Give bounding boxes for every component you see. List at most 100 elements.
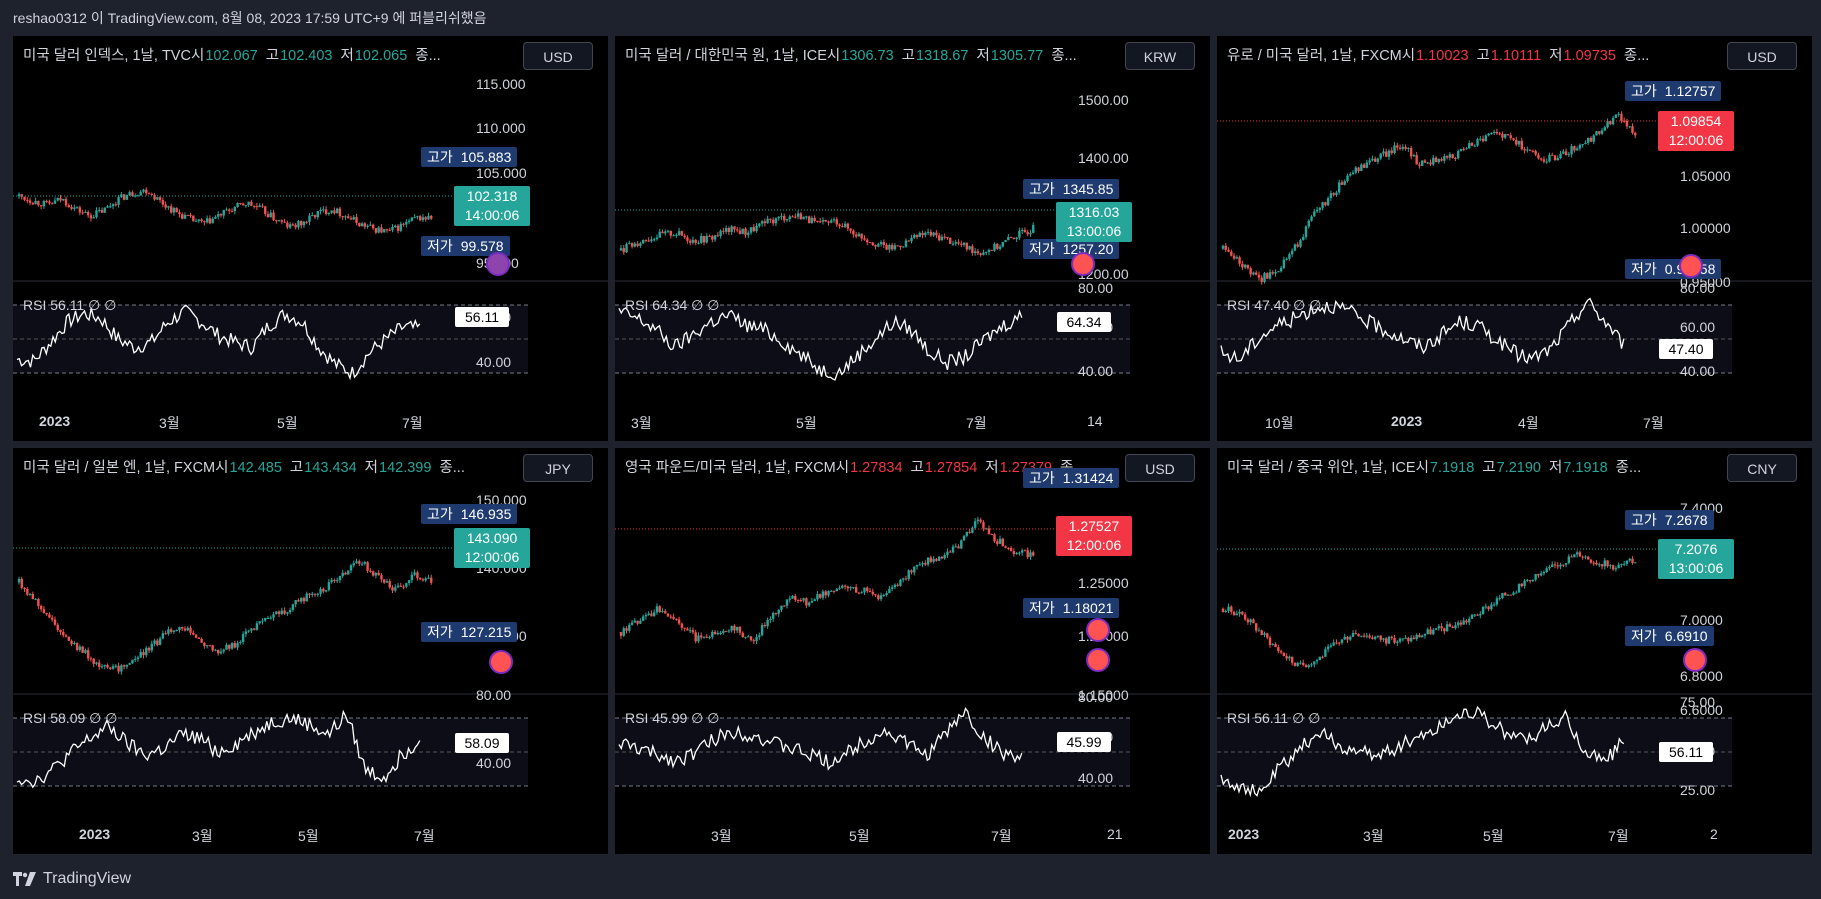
symbol-legend[interactable]: 미국 달러 / 중국 위안, 1날, ICE시7.1918 고7.2190 저7.1… [1227, 456, 1641, 477]
currency-flag-icon[interactable] [1679, 254, 1703, 278]
footer-bar: TradingView [0, 858, 1821, 899]
candle-body [150, 643, 153, 651]
candle-body [1335, 192, 1338, 195]
chart-panel-usdcny[interactable]: 미국 달러 / 중국 위안, 1날, ICE시7.1918 고7.2190 저7.1… [1217, 448, 1812, 854]
candle-body [347, 216, 350, 219]
legend-more: 종... [1615, 460, 1642, 476]
rsi-legend[interactable]: RSI 45.99 ∅ ∅ [625, 710, 720, 726]
candle-body [1023, 550, 1027, 552]
candle-body [755, 636, 758, 642]
chart-canvas-eurusd[interactable] [1217, 36, 1812, 441]
legend-title: 미국 달러 인덱스, 1날, TVC [23, 48, 191, 64]
high-price-tag: 고가 7.2678 [1625, 510, 1714, 530]
candle-body [1227, 606, 1230, 611]
candle-body [1468, 618, 1471, 623]
legend-h_label: 고 [1482, 460, 1496, 476]
currency-button[interactable]: USD [1125, 454, 1195, 482]
chart-panel-usdjpy[interactable]: 미국 달러 / 일본 엔, 1날, FXCM시142.485 고143.434 저1… [13, 448, 608, 854]
candle-body [211, 218, 214, 224]
candle-body [722, 630, 725, 634]
symbol-legend[interactable]: 미국 달러 인덱스, 1날, TVC시102.067 고102.403 저102.0… [23, 44, 441, 65]
low-price-tag-value: 1.18021 [1062, 600, 1114, 616]
candle-body [819, 594, 822, 598]
rsi-axis-label: 40.00 [476, 354, 512, 370]
rsi-value-tag: 56.11 [1659, 742, 1713, 762]
chart-canvas-usdkrw[interactable] [615, 36, 1210, 441]
rsi-legend[interactable]: RSI 47.40 ∅ ∅ [1227, 297, 1322, 313]
currency-flag-icon[interactable] [489, 650, 513, 674]
chart-panel-eurusd[interactable]: 유로 / 미국 달러, 1날, FXCM시1.10023 고1.10111 저1.0… [1217, 36, 1812, 441]
symbol-legend[interactable]: 영국 파운드/미국 달러, 1날, FXCM시1.27834고1.27854저1… [625, 456, 1085, 477]
currency-button[interactable]: JPY [523, 454, 593, 482]
currency-flag-icon[interactable] [1071, 252, 1095, 276]
candle-body [890, 245, 894, 250]
candle-body [1310, 664, 1313, 666]
candle-body [807, 216, 811, 224]
chart-canvas-gbpusd[interactable] [615, 448, 1210, 854]
candle-body [424, 217, 427, 220]
candle-body [907, 240, 910, 242]
candle-body [766, 218, 769, 224]
candle-body [935, 232, 938, 236]
candle-body [349, 218, 353, 220]
candle-body [405, 221, 408, 225]
currency-button[interactable]: KRW [1125, 42, 1195, 70]
currency-flag-icon[interactable] [1086, 618, 1110, 642]
candle-body [233, 207, 236, 212]
candle-body [1332, 193, 1335, 195]
currency-flag-icon[interactable] [1086, 648, 1110, 672]
chart-panel-usdkrw[interactable]: 미국 달러 / 대한민국 원, 1날, ICE시1306.73 고1318.67 저… [615, 36, 1210, 441]
candle-body [987, 528, 991, 534]
candle-body [937, 235, 941, 241]
candle-body [752, 640, 755, 642]
candle-body [711, 236, 714, 240]
candle-body [1329, 193, 1333, 199]
candle-body [402, 586, 405, 588]
chart-canvas-usdjpy[interactable] [13, 448, 608, 854]
last-price-countdown: 12:00:06 [464, 549, 520, 565]
candle-body [686, 237, 689, 241]
candle-body [1589, 559, 1593, 563]
candle-body [424, 578, 427, 581]
currency-button[interactable]: USD [523, 42, 593, 70]
rsi-legend[interactable]: RSI 56.11 ∅ ∅ [1227, 710, 1321, 726]
currency-flag-icon[interactable] [486, 252, 510, 276]
tradingview-logo[interactable]: TradingView [13, 868, 131, 890]
currency-button[interactable]: CNY [1727, 454, 1797, 482]
candle-body [830, 590, 833, 592]
time-axis-label: 3월 [159, 415, 180, 431]
candle-body [1470, 614, 1474, 619]
candle-body [125, 664, 129, 667]
currency-flag-icon[interactable] [1683, 648, 1707, 672]
chart-canvas-dxy[interactable] [13, 36, 608, 441]
candle-body [1611, 565, 1615, 570]
candle-body [868, 591, 872, 593]
candle-body [194, 220, 198, 222]
rsi-legend[interactable]: RSI 64.34 ∅ ∅ [625, 297, 720, 313]
candle-body [647, 240, 650, 242]
candle-body [973, 251, 977, 254]
candle-body [885, 244, 888, 250]
chart-canvas-usdcny[interactable] [1217, 448, 1812, 854]
legend-more: 종... [1051, 48, 1077, 64]
currency-button[interactable]: USD [1727, 42, 1797, 70]
candle-body [1307, 220, 1310, 227]
candle-body [747, 636, 750, 638]
time-axis-label: 2023 [1391, 413, 1423, 429]
symbol-legend[interactable]: 미국 달러 / 일본 엔, 1날, FXCM시142.485 고143.434 저1… [23, 456, 465, 477]
rsi-legend[interactable]: RSI 56.11 ∅ ∅ [23, 297, 117, 313]
chart-panel-dxy[interactable]: 미국 달러 인덱스, 1날, TVC시102.067 고102.403 저102.0… [13, 36, 608, 441]
candle-body [1598, 131, 1601, 134]
candle-body [366, 562, 369, 571]
symbol-legend[interactable]: 유로 / 미국 달러, 1날, FXCM시1.10023 고1.10111 저1.0… [1227, 44, 1649, 65]
candle-body [688, 240, 692, 243]
candle-body [1575, 148, 1579, 151]
rsi-legend[interactable]: RSI 58.09 ∅ ∅ [23, 710, 118, 726]
candle-body [241, 634, 245, 642]
candle-body [1490, 133, 1493, 135]
candle-body [910, 237, 913, 242]
symbol-legend[interactable]: 미국 달러 / 대한민국 원, 1날, ICE시1306.73 고1318.67 저… [625, 44, 1077, 65]
chart-panel-gbpusd[interactable]: 영국 파운드/미국 달러, 1날, FXCM시1.27834 고1.27854 저 1… [615, 448, 1210, 854]
candle-body [355, 217, 358, 223]
candle-body [708, 637, 711, 639]
